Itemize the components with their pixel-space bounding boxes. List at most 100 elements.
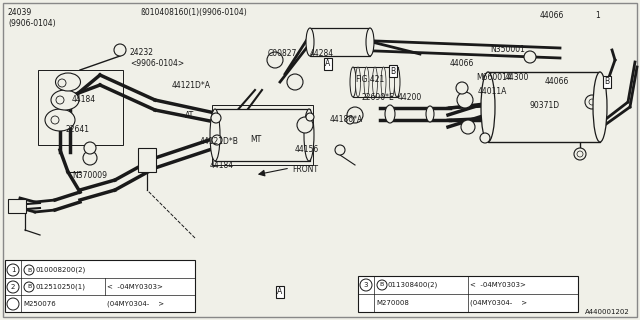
Circle shape bbox=[84, 142, 96, 154]
Ellipse shape bbox=[56, 73, 81, 91]
Circle shape bbox=[24, 265, 34, 275]
Circle shape bbox=[287, 74, 303, 90]
Text: A440001202: A440001202 bbox=[585, 309, 630, 315]
Text: B: B bbox=[604, 77, 609, 86]
Circle shape bbox=[360, 279, 372, 291]
Circle shape bbox=[212, 135, 222, 145]
Circle shape bbox=[87, 155, 93, 161]
Text: A: A bbox=[277, 287, 283, 297]
Text: <  -04MY0303>: < -04MY0303> bbox=[107, 284, 163, 290]
Text: (04MY0304-    >: (04MY0304- > bbox=[107, 301, 164, 307]
Ellipse shape bbox=[481, 72, 495, 142]
Text: N350001: N350001 bbox=[490, 45, 525, 54]
Text: ß010408160(1)(9906-0104): ß010408160(1)(9906-0104) bbox=[140, 7, 247, 17]
Circle shape bbox=[7, 298, 19, 310]
Ellipse shape bbox=[426, 106, 434, 122]
Bar bbox=[215, 109, 310, 161]
Circle shape bbox=[24, 282, 34, 292]
Text: 44121D*B: 44121D*B bbox=[200, 138, 239, 147]
Ellipse shape bbox=[366, 28, 374, 56]
Ellipse shape bbox=[364, 67, 369, 97]
Ellipse shape bbox=[210, 109, 220, 161]
Circle shape bbox=[335, 145, 345, 155]
Ellipse shape bbox=[350, 67, 356, 97]
Text: M660014: M660014 bbox=[476, 74, 512, 83]
Circle shape bbox=[118, 47, 122, 52]
Text: FIG.421: FIG.421 bbox=[355, 76, 384, 84]
Bar bbox=[212, 105, 313, 165]
Ellipse shape bbox=[385, 105, 395, 123]
Text: 44066: 44066 bbox=[545, 77, 570, 86]
Text: 3: 3 bbox=[364, 282, 368, 288]
Text: MT: MT bbox=[250, 135, 261, 145]
Circle shape bbox=[114, 44, 126, 56]
Text: 22690*E: 22690*E bbox=[362, 93, 395, 102]
Circle shape bbox=[346, 116, 354, 124]
Bar bbox=[8, 199, 26, 213]
Text: 44186*A: 44186*A bbox=[330, 116, 364, 124]
Ellipse shape bbox=[45, 109, 75, 131]
Ellipse shape bbox=[593, 72, 607, 142]
Bar bbox=[138, 148, 156, 172]
Text: 012510250(1): 012510250(1) bbox=[35, 284, 85, 290]
Circle shape bbox=[483, 136, 487, 140]
Text: 1: 1 bbox=[595, 12, 600, 20]
Text: 24232
<9906-0104>: 24232 <9906-0104> bbox=[130, 48, 184, 68]
Circle shape bbox=[347, 107, 363, 123]
Circle shape bbox=[58, 79, 66, 87]
Circle shape bbox=[589, 99, 595, 105]
Text: M270008: M270008 bbox=[376, 300, 409, 306]
Bar bbox=[358, 276, 578, 312]
Circle shape bbox=[56, 96, 64, 104]
Circle shape bbox=[267, 52, 283, 68]
Text: 44066: 44066 bbox=[540, 12, 564, 20]
Circle shape bbox=[456, 82, 468, 94]
Text: 44184: 44184 bbox=[72, 95, 96, 105]
Ellipse shape bbox=[306, 28, 314, 56]
Circle shape bbox=[7, 264, 19, 276]
Text: C00827: C00827 bbox=[268, 50, 298, 59]
Text: 44184: 44184 bbox=[210, 161, 234, 170]
Circle shape bbox=[297, 117, 313, 133]
Circle shape bbox=[306, 113, 314, 121]
Bar bbox=[5, 260, 195, 312]
Text: A: A bbox=[325, 60, 331, 68]
Text: B: B bbox=[27, 268, 31, 273]
Text: 44300: 44300 bbox=[505, 74, 529, 83]
Text: 44066: 44066 bbox=[450, 60, 474, 68]
Text: 44156: 44156 bbox=[295, 146, 319, 155]
Text: N370009: N370009 bbox=[72, 171, 107, 180]
Ellipse shape bbox=[304, 109, 314, 161]
Text: 90371D: 90371D bbox=[530, 100, 560, 109]
Bar bbox=[310, 28, 370, 56]
Circle shape bbox=[480, 133, 490, 143]
Text: B: B bbox=[390, 67, 396, 76]
Text: 2: 2 bbox=[11, 284, 15, 290]
Text: 1: 1 bbox=[11, 267, 15, 273]
Text: <  -04MY0303>: < -04MY0303> bbox=[470, 282, 526, 288]
Circle shape bbox=[461, 96, 469, 104]
Text: 44121D*A: 44121D*A bbox=[172, 81, 211, 90]
Circle shape bbox=[461, 120, 475, 134]
Text: M250076: M250076 bbox=[23, 301, 56, 307]
Ellipse shape bbox=[381, 67, 386, 97]
Circle shape bbox=[83, 151, 97, 165]
Ellipse shape bbox=[372, 67, 378, 97]
Text: 010008200(2): 010008200(2) bbox=[35, 267, 85, 273]
Text: B: B bbox=[27, 284, 31, 290]
Text: B: B bbox=[380, 283, 384, 287]
Text: 44200: 44200 bbox=[398, 93, 422, 102]
Circle shape bbox=[457, 92, 473, 108]
Circle shape bbox=[524, 51, 536, 63]
Circle shape bbox=[377, 280, 387, 290]
Circle shape bbox=[211, 113, 221, 123]
Text: (04MY0304-    >: (04MY0304- > bbox=[470, 300, 527, 306]
Bar bbox=[353, 67, 398, 97]
Circle shape bbox=[7, 281, 19, 293]
Circle shape bbox=[51, 116, 59, 124]
Text: 44011A: 44011A bbox=[478, 87, 508, 97]
Text: AT: AT bbox=[185, 110, 195, 119]
Ellipse shape bbox=[355, 67, 360, 97]
Bar bbox=[488, 72, 600, 142]
Circle shape bbox=[465, 124, 471, 130]
